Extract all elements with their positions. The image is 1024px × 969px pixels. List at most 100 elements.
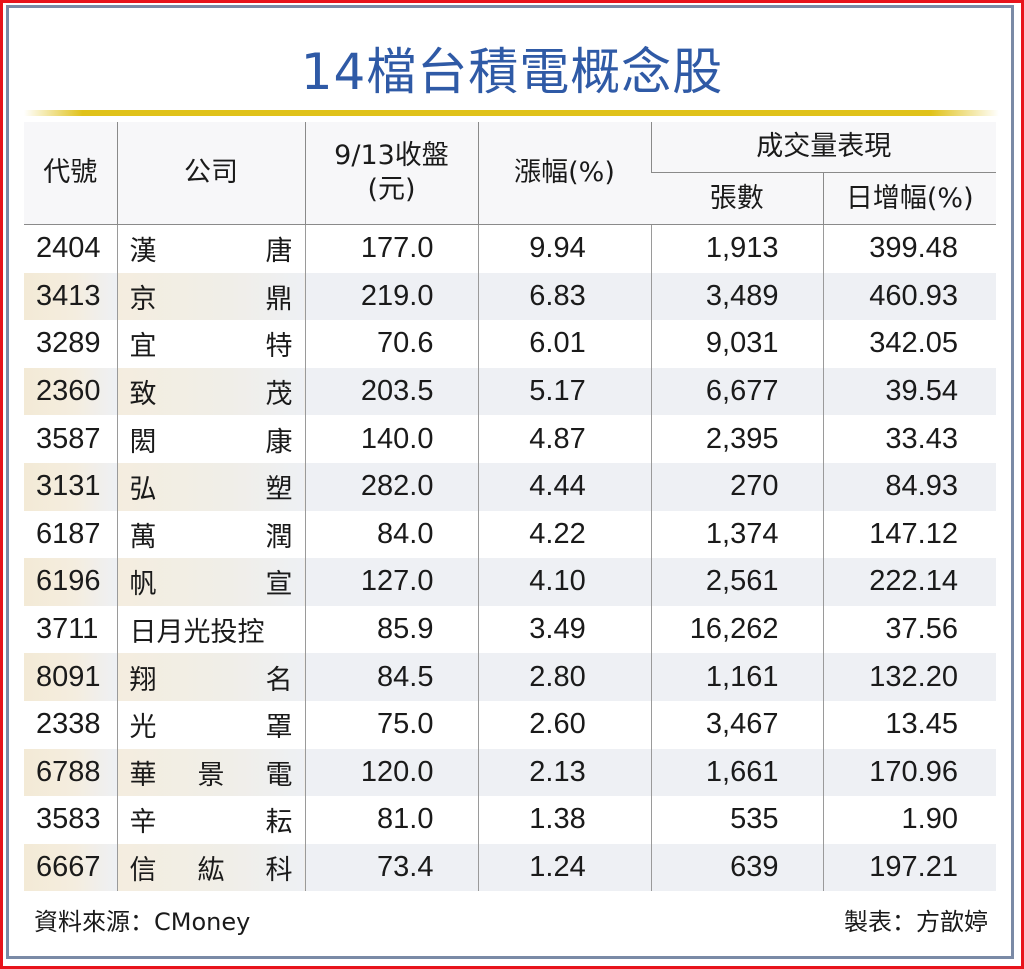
cell-volume: 16,262 bbox=[650, 605, 823, 654]
cell-close: 73.4 bbox=[304, 843, 478, 892]
company-name: 辛耘 bbox=[130, 800, 293, 839]
cell-close: 70.6 bbox=[304, 320, 478, 368]
header-change: 漲幅(%) bbox=[477, 122, 651, 225]
cell-change: 5.17 bbox=[477, 367, 651, 416]
cell-volume: 3,489 bbox=[650, 272, 823, 321]
header-company: 公司 bbox=[116, 122, 305, 225]
company-name: 致茂 bbox=[130, 372, 293, 411]
cell-close: 120.0 bbox=[304, 748, 478, 797]
cell-daily-increase: 147.12 bbox=[822, 510, 996, 559]
table-row: 6187 萬潤 84.0 4.22 1,374 147.12 bbox=[24, 510, 996, 559]
header-volume-group: 成交量表現 bbox=[650, 122, 996, 173]
cell-company: 帆宣 bbox=[116, 558, 305, 606]
company-name: 華景電 bbox=[130, 753, 293, 792]
cell-change: 3.49 bbox=[477, 605, 651, 654]
cell-company: 閎康 bbox=[116, 415, 305, 463]
cell-daily-increase: 39.54 bbox=[822, 367, 996, 416]
cell-code: 2360 bbox=[24, 367, 117, 416]
cell-close: 85.9 bbox=[304, 605, 478, 654]
company-name-char: 帆 bbox=[129, 569, 157, 601]
cell-daily-increase: 84.93 bbox=[822, 462, 996, 511]
cell-volume: 1,374 bbox=[650, 510, 823, 559]
title-divider bbox=[24, 110, 999, 116]
company-name: 宜特 bbox=[130, 324, 293, 363]
cell-company: 弘塑 bbox=[116, 462, 305, 511]
cell-code: 3587 bbox=[36, 422, 101, 455]
cell-code: 3131 bbox=[24, 462, 117, 511]
cell-close: 81.0 bbox=[304, 796, 478, 844]
cell-volume: 639 bbox=[650, 843, 823, 892]
cell-volume: 2,561 bbox=[650, 558, 823, 606]
cell-close: 84.0 bbox=[304, 510, 478, 559]
header-close-line1: 9/13收盤 bbox=[334, 140, 449, 172]
cell-volume: 1,661 bbox=[650, 748, 823, 797]
company-name: 弘塑 bbox=[130, 467, 293, 506]
cell-change: 2.13 bbox=[477, 748, 651, 797]
header-close-line2: (元) bbox=[367, 174, 416, 205]
company-name-char: 華 bbox=[129, 759, 157, 791]
cell-volume: 9,031 bbox=[650, 320, 823, 368]
company-name-char: 萬 bbox=[129, 521, 157, 553]
cell-code: 2338 bbox=[36, 708, 101, 741]
table-row: 3289 宜特 70.6 6.01 9,031 342.05 bbox=[24, 320, 996, 368]
table-row: 3131 弘塑 282.0 4.44 270 84.93 bbox=[24, 462, 996, 511]
company-name: 光罩 bbox=[130, 705, 293, 744]
company-name: 閎康 bbox=[130, 420, 293, 459]
cell-daily-increase: 222.14 bbox=[822, 558, 996, 606]
cell-daily-increase: 33.43 bbox=[822, 415, 996, 463]
table-row: 3587 閎康 140.0 4.87 2,395 33.43 bbox=[24, 415, 996, 463]
cell-daily-increase: 342.05 bbox=[822, 320, 996, 368]
cell-code: 6667 bbox=[24, 843, 117, 892]
cell-daily-increase: 13.45 bbox=[822, 700, 996, 749]
cell-close: 282.0 bbox=[304, 462, 478, 511]
company-name: 翔名 bbox=[130, 658, 293, 697]
cell-change: 9.94 bbox=[477, 224, 651, 273]
company-name-char: 耘 bbox=[265, 807, 293, 839]
cell-change: 1.24 bbox=[477, 843, 651, 892]
company-name-char: 弘 bbox=[129, 474, 157, 506]
cell-change: 1.38 bbox=[477, 796, 651, 844]
cell-company: 致茂 bbox=[116, 367, 305, 416]
table-row: 3711 日月光投控 85.9 3.49 16,262 37.56 bbox=[24, 605, 996, 654]
cell-change: 4.10 bbox=[477, 558, 651, 606]
cell-company: 京鼎 bbox=[116, 272, 305, 321]
cell-code: 2404 bbox=[36, 232, 101, 265]
cell-volume: 270 bbox=[650, 462, 823, 511]
cell-code: 6187 bbox=[36, 517, 101, 550]
chart-title: 14檔台積電概念股 bbox=[300, 43, 724, 101]
cell-company: 萬潤 bbox=[116, 510, 305, 559]
table-body: 2404 漢唐 177.0 9.94 1,913 399.48 3413 京鼎 219.0 6.8… bbox=[24, 224, 996, 892]
source-note: 資料來源：CMoney bbox=[34, 908, 251, 936]
cell-code: 3583 bbox=[36, 803, 101, 836]
cell-company: 宜特 bbox=[116, 320, 305, 368]
cell-daily-increase: 37.56 bbox=[822, 605, 996, 654]
cell-change: 4.22 bbox=[477, 510, 651, 559]
company-name-char: 康 bbox=[265, 426, 293, 458]
cell-close: 177.0 bbox=[304, 224, 478, 273]
cell-close: 75.0 bbox=[304, 700, 478, 749]
cell-daily-increase: 170.96 bbox=[822, 748, 996, 797]
cell-close: 219.0 bbox=[304, 272, 478, 321]
cell-change: 2.60 bbox=[477, 700, 651, 749]
company-name-char: 鼎 bbox=[265, 283, 293, 315]
company-name: 京鼎 bbox=[130, 277, 293, 316]
company-name: 日月光投控 bbox=[130, 610, 293, 649]
cell-change: 4.87 bbox=[477, 415, 651, 463]
header-code: 代號 bbox=[24, 122, 117, 225]
cell-volume: 2,395 bbox=[650, 415, 823, 463]
cell-company: 日月光投控 bbox=[116, 605, 305, 654]
company-name-char: 潤 bbox=[265, 521, 293, 553]
company-name-char: 辛 bbox=[129, 807, 157, 839]
company-name-char: 唐 bbox=[265, 236, 293, 268]
cell-change: 4.44 bbox=[477, 462, 651, 511]
company-name-char: 翔 bbox=[129, 664, 157, 696]
company-name-char: 科 bbox=[265, 855, 293, 887]
company-name-char: 京 bbox=[129, 283, 157, 315]
cell-change: 6.01 bbox=[477, 320, 651, 368]
company-name-char: 閎 bbox=[129, 426, 157, 458]
company-name: 帆宣 bbox=[130, 562, 293, 601]
table-row: 3583 辛耘 81.0 1.38 535 1.90 bbox=[24, 796, 996, 844]
company-name: 萬潤 bbox=[130, 515, 293, 554]
company-name-char: 紘 bbox=[197, 855, 225, 887]
